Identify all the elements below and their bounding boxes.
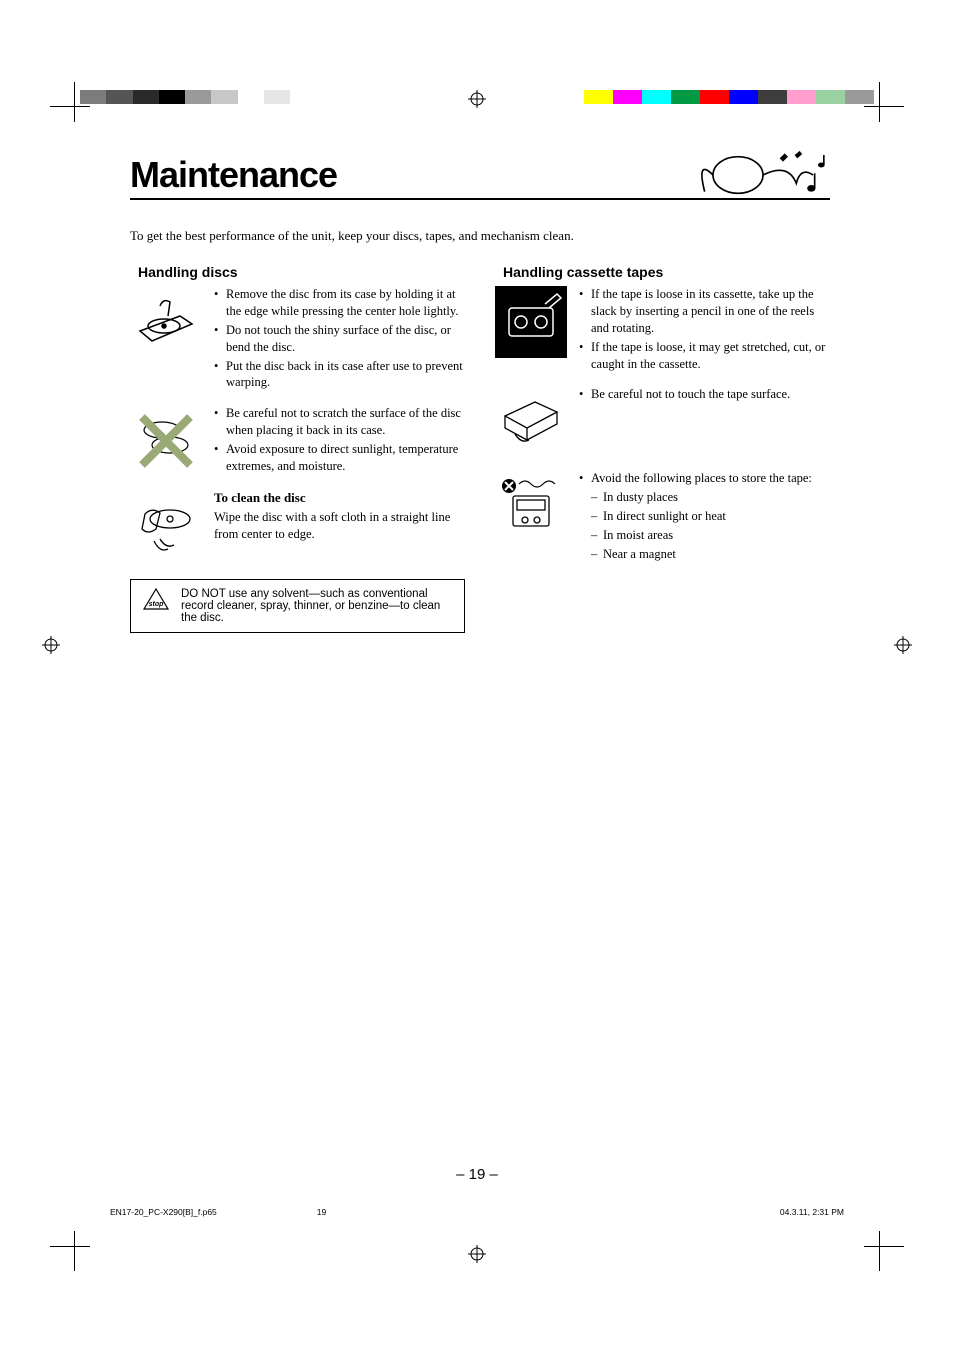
footer-page: 19: [317, 1207, 326, 1217]
registration-mark-right: [894, 636, 912, 654]
tapes-list-2: Be careful not to touch the tape surface…: [579, 386, 830, 403]
list-item: Near a magnet: [591, 546, 830, 563]
svg-text:stop: stop: [149, 601, 165, 608]
color-bar-process: [584, 90, 874, 104]
clean-disc-heading: To clean the disc: [214, 489, 465, 507]
intro-text: To get the best performance of the unit,…: [130, 228, 830, 244]
crop-mark-bottom-right: [864, 1231, 904, 1271]
list-item: Remove the disc from its case by holding…: [214, 286, 465, 320]
solvent-warning-box: stop DO NOT use any solvent—such as conv…: [130, 579, 465, 633]
page-content: Maintenance To get the best performance …: [130, 150, 830, 633]
discs-block-2: Be careful not to scratch the surface of…: [130, 405, 465, 477]
tapes-list-1: If the tape is loose in its cassette, ta…: [579, 286, 830, 372]
tapes-block-2: Be careful not to touch the tape surface…: [495, 386, 830, 458]
list-item: Put the disc back in its case after use …: [214, 358, 465, 392]
list-item: Avoid exposure to direct sunlight, tempe…: [214, 441, 465, 475]
disc-scratch-warning-icon: [130, 405, 202, 477]
list-item: If the tape is loose, it may get stretch…: [579, 339, 830, 373]
list-item: In direct sunlight or heat: [591, 508, 830, 525]
tape-store-sublist: In dusty places In direct sunlight or he…: [591, 489, 830, 563]
tapes-list-3: Avoid the following places to store the …: [579, 470, 830, 562]
discs-list-2: Be careful not to scratch the surface of…: [214, 405, 465, 475]
list-item: If the tape is loose in its cassette, ta…: [579, 286, 830, 337]
stop-icon: stop: [143, 588, 169, 613]
discs-heading: Handling discs: [130, 264, 465, 280]
tapes-block-1: If the tape is loose in its cassette, ta…: [495, 286, 830, 374]
discs-column: Handling discs Remove the disc from its …: [130, 264, 465, 633]
list-item: Avoid the following places to store the …: [579, 470, 830, 562]
discs-list-1: Remove the disc from its case by holding…: [214, 286, 465, 391]
list-item: In dusty places: [591, 489, 830, 506]
disc-removal-icon: [130, 286, 202, 358]
list-item: Do not touch the shiny surface of the di…: [214, 322, 465, 356]
color-bar-grayscale: [80, 90, 290, 104]
registration-mark-left: [42, 636, 60, 654]
music-decor-icon: [688, 150, 830, 200]
tapes-column: Handling cassette tapes If the tape is l…: [495, 264, 830, 633]
registration-mark-bottom: [468, 1245, 486, 1263]
cassette-touch-icon: [495, 386, 567, 458]
tape-store-intro: Avoid the following places to store the …: [591, 471, 812, 485]
tapes-block-3: Avoid the following places to store the …: [495, 470, 830, 564]
list-item: In moist areas: [591, 527, 830, 544]
disc-clean-icon: [130, 489, 202, 561]
two-column-layout: Handling discs Remove the disc from its …: [130, 264, 830, 633]
list-item: Be careful not to scratch the surface of…: [214, 405, 465, 439]
warning-text: DO NOT use any solvent—such as conventio…: [181, 588, 454, 624]
cassette-slack-icon: [495, 286, 567, 358]
list-item: Be careful not to touch the tape surface…: [579, 386, 830, 403]
tapes-heading: Handling cassette tapes: [495, 264, 830, 280]
footer-filename: EN17-20_PC-X290[B]_f.p65: [110, 1207, 217, 1217]
discs-block-1: Remove the disc from its case by holding…: [130, 286, 465, 393]
crop-mark-bottom-left: [50, 1231, 90, 1271]
footer: EN17-20_PC-X290[B]_f.p65 19 04.3.11, 2:3…: [110, 1207, 844, 1217]
discs-clean-block: To clean the disc Wipe the disc with a s…: [130, 489, 465, 561]
title-row: Maintenance: [130, 150, 830, 200]
page-title: Maintenance: [130, 154, 337, 196]
cassette-store-icon: [495, 470, 567, 542]
registration-mark-top: [468, 90, 486, 108]
clean-disc-text: Wipe the disc with a soft cloth in a str…: [214, 509, 465, 543]
footer-datetime: 04.3.11, 2:31 PM: [780, 1207, 844, 1217]
page-number: – 19 –: [0, 1166, 954, 1183]
